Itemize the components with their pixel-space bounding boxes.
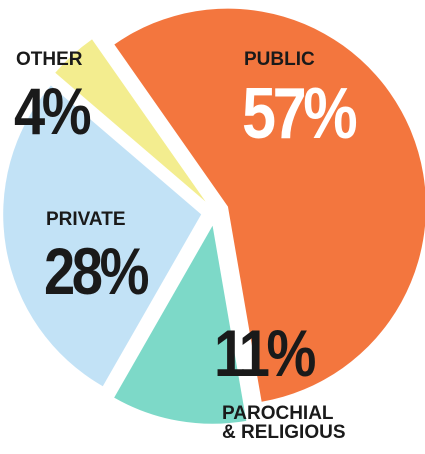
- slice-value-label: 4%: [14, 74, 92, 148]
- pie-slice: [3, 85, 202, 387]
- slice-value-label: 28%: [44, 234, 149, 308]
- slice-name: PUBLIC: [244, 49, 315, 70]
- slice-value-label: 11%: [214, 316, 316, 390]
- slice-value-label: 57%: [242, 74, 358, 154]
- slice-name: PAROCHIAL & RELIGIOUS: [222, 403, 346, 443]
- pie-slice: [114, 225, 247, 424]
- slice-name: OTHER: [16, 49, 83, 70]
- pie-slice: [55, 39, 206, 202]
- slice-name: PRIVATE: [46, 209, 126, 230]
- pie-slice: [114, 8, 425, 402]
